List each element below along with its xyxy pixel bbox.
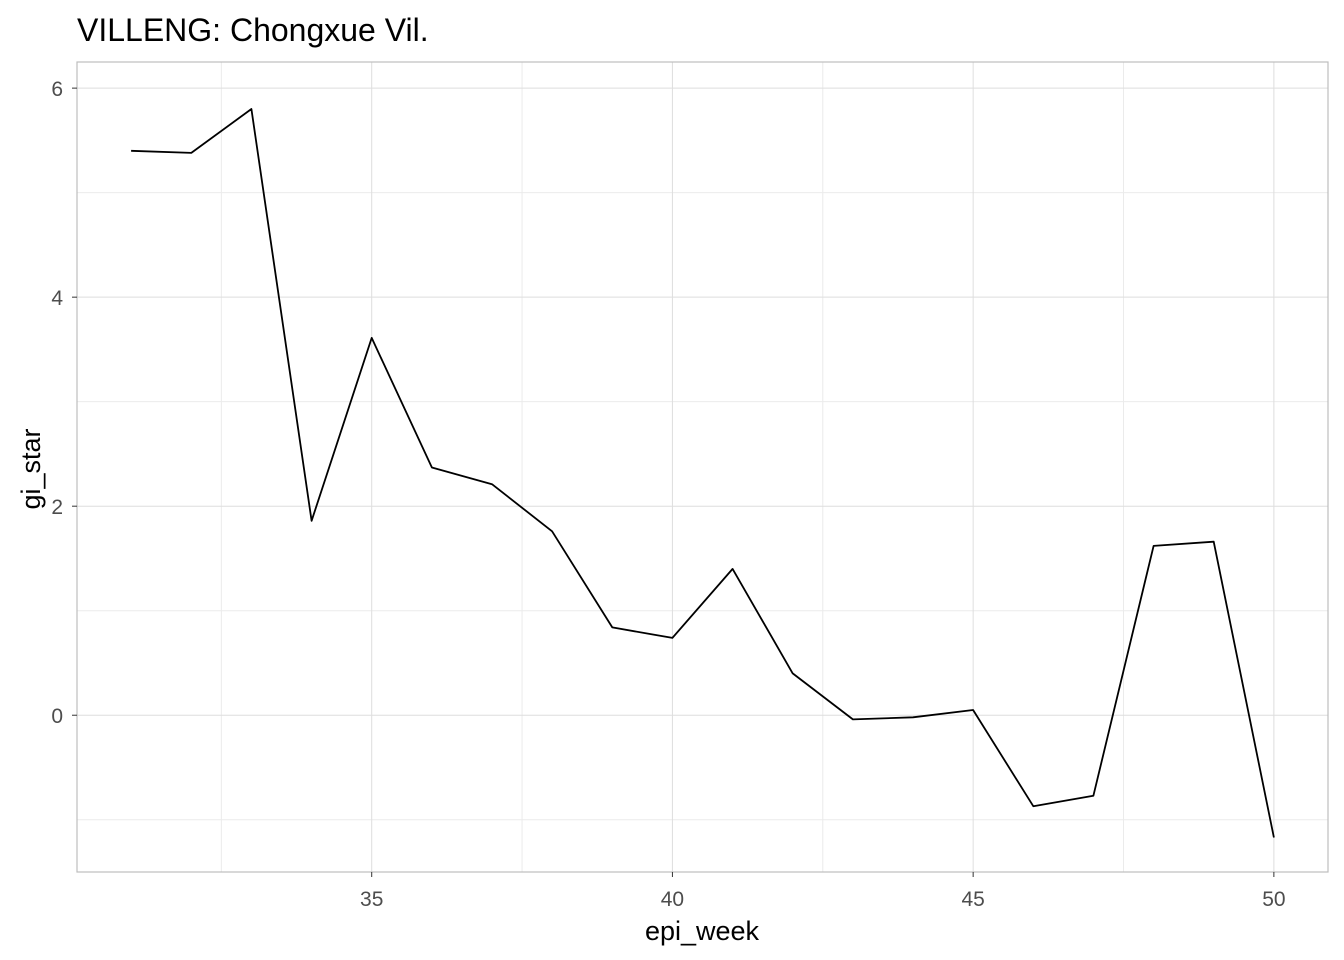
y-tick-label: 6 [51, 78, 63, 101]
y-tick-label: 2 [51, 496, 63, 519]
y-axis-title: gi_star [16, 428, 46, 509]
chart-title: VILLENG: Chongxue Vil. [77, 12, 429, 48]
x-axis-title: epi_week [645, 916, 760, 946]
y-tick-label: 0 [51, 705, 63, 728]
series-layer [131, 108, 1275, 838]
x-axis-ticks: 35 40 45 50 [360, 872, 1286, 911]
x-tick-label: 35 [360, 888, 383, 911]
y-tick-label: 4 [51, 287, 63, 310]
x-tick-label: 45 [961, 888, 984, 911]
y-axis-ticks: 0 2 4 6 [51, 78, 77, 728]
x-tick-label: 40 [661, 888, 684, 911]
minor-gridlines [77, 62, 1328, 872]
x-tick-label: 50 [1262, 888, 1285, 911]
plot-panel [76, 61, 1329, 873]
major-gridlines [77, 62, 1328, 872]
series-line [131, 108, 1275, 838]
